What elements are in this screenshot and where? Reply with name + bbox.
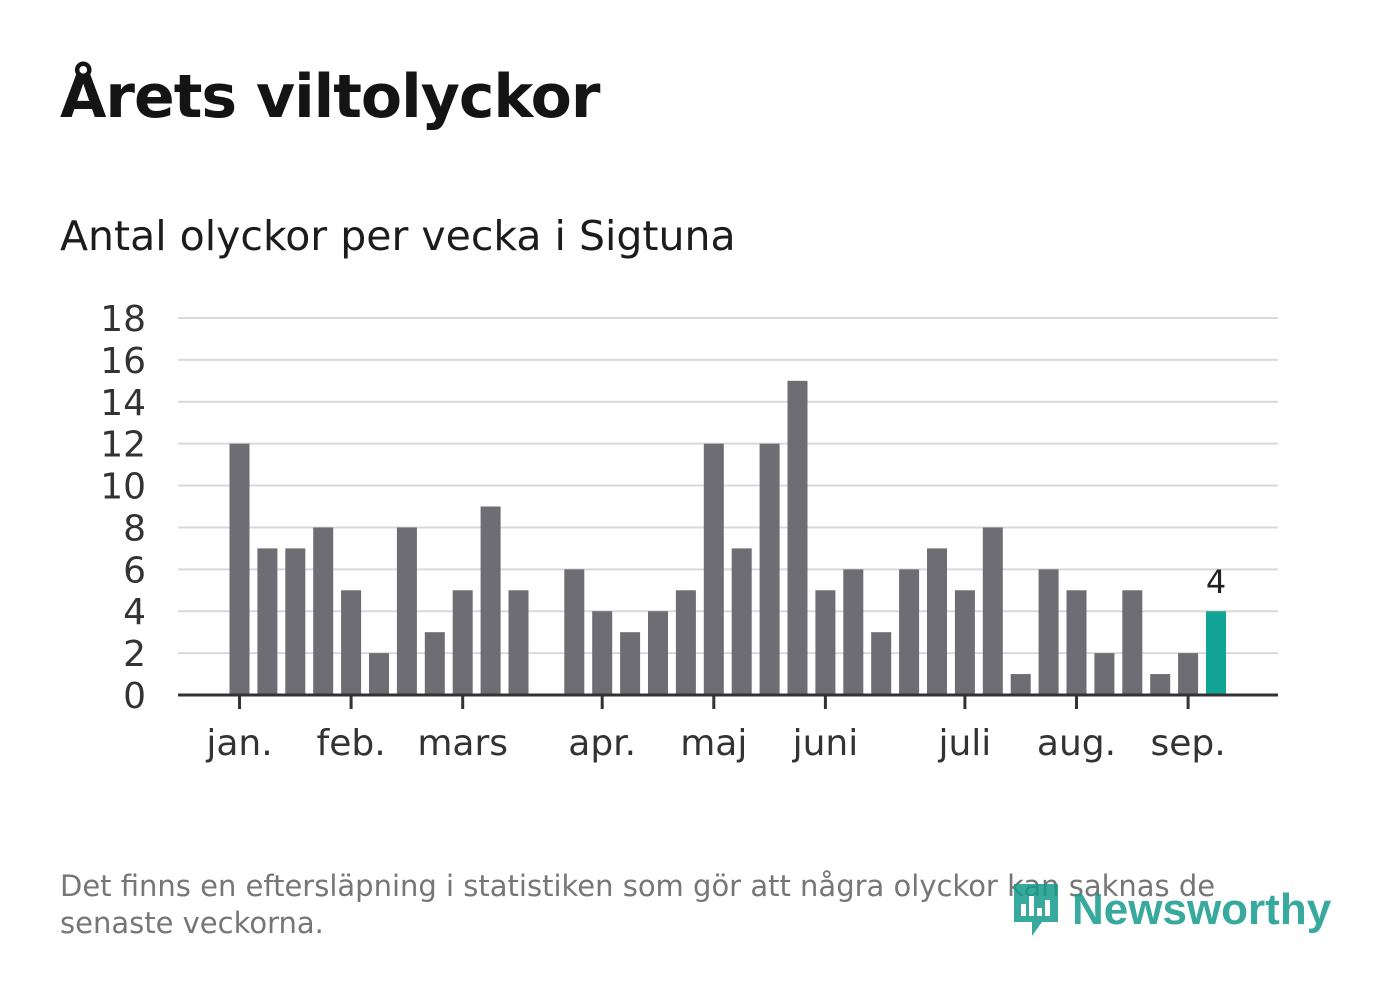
- bar: [954, 590, 975, 695]
- bar: [257, 548, 278, 695]
- y-tick-label: 10: [100, 467, 146, 508]
- bar: [452, 590, 473, 695]
- bar: [815, 590, 836, 695]
- x-tick-label: sep.: [1150, 723, 1225, 764]
- bar: [564, 569, 585, 695]
- bar: [341, 590, 362, 695]
- x-tick-label: jan.: [205, 723, 272, 764]
- x-tick-label: mars: [417, 723, 508, 764]
- bar: [620, 632, 641, 695]
- bar: [369, 653, 389, 695]
- bar: [396, 527, 417, 695]
- y-tick-label: 6: [123, 550, 146, 591]
- chart-title: Årets viltolyckor: [60, 62, 600, 132]
- bar: [313, 527, 334, 695]
- bar: [899, 569, 920, 695]
- x-tick-label: juni: [792, 723, 859, 764]
- bar: [648, 611, 668, 695]
- bar: [787, 380, 808, 695]
- bars: 4: [229, 380, 1226, 695]
- y-tick-label: 4: [123, 592, 146, 633]
- bar: [229, 443, 250, 695]
- bar: [480, 506, 501, 695]
- bar: [675, 590, 696, 695]
- gridlines: [178, 317, 1278, 655]
- bar: [731, 548, 752, 695]
- brand-logo: Newsworthy: [1010, 878, 1331, 942]
- bar-highlight: [1206, 611, 1226, 695]
- x-tick-label: maj: [680, 723, 747, 764]
- newsworthy-logo-icon: [1014, 884, 1058, 936]
- x-tick-label: juli: [937, 723, 991, 764]
- x-axis: [178, 693, 1278, 709]
- chart-subtitle: Antal olyckor per vecka i Sigtuna: [60, 212, 736, 260]
- bar: [285, 548, 306, 695]
- bar: [982, 527, 1003, 695]
- y-tick-label: 0: [123, 676, 146, 717]
- x-tick-label: apr.: [568, 723, 636, 764]
- y-tick-label: 12: [100, 425, 146, 466]
- bar: [1122, 590, 1143, 695]
- y-tick-label: 2: [123, 634, 146, 675]
- y-tick-label: 14: [100, 383, 146, 424]
- bar: [508, 590, 529, 695]
- bar: [424, 632, 445, 695]
- y-tick-label: 16: [100, 341, 146, 382]
- bar: [592, 611, 613, 695]
- bar: [1066, 590, 1087, 695]
- bar: [843, 569, 864, 695]
- y-tick-label: 8: [123, 508, 146, 549]
- x-tick-labels: jan. feb. mars apr. maj juni juli aug. sep.: [205, 723, 1225, 764]
- bar: [927, 548, 947, 695]
- data-label: 4: [1206, 563, 1226, 601]
- bar: [1038, 569, 1059, 695]
- y-tick-label: 18: [100, 299, 146, 340]
- bar: [759, 443, 780, 695]
- bar: [871, 632, 892, 695]
- bar: [1094, 653, 1115, 695]
- x-tick-label: aug.: [1037, 723, 1116, 764]
- bar: [703, 443, 724, 695]
- brand-name: Newsworthy: [1072, 885, 1332, 934]
- bar: [1150, 674, 1171, 695]
- x-tick-label: feb.: [317, 723, 386, 764]
- bar: [1178, 653, 1199, 695]
- bar: [1010, 674, 1031, 695]
